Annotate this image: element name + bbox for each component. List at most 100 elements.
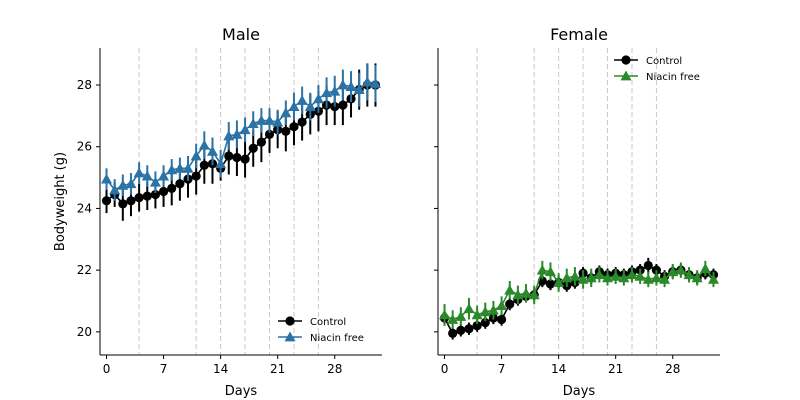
data-point — [593, 269, 605, 280]
data-point — [321, 87, 333, 98]
data-point — [150, 189, 161, 200]
data-point — [520, 287, 532, 298]
legend: Control Niacin free — [278, 316, 364, 344]
data-point — [215, 158, 227, 169]
data-point — [191, 171, 201, 181]
data-point — [455, 310, 467, 321]
data-point — [174, 162, 186, 173]
x-tick-label: 21 — [608, 362, 623, 376]
data-point — [297, 117, 307, 127]
legend-label: Niacin free — [646, 72, 700, 83]
data-point — [231, 128, 243, 139]
data-point — [496, 300, 508, 311]
male-panel: 0 7 14 21 28 20 22 24 26 28 Male Days Bodyweight (g)… — [53, 25, 382, 399]
series-niacin-free — [101, 63, 381, 201]
data-point — [117, 179, 129, 190]
data-point — [505, 299, 515, 309]
data-point — [471, 309, 483, 320]
data-point — [255, 115, 267, 125]
data-point — [439, 309, 451, 320]
data-point — [329, 85, 341, 96]
data-point — [149, 176, 161, 187]
data-point — [109, 184, 121, 195]
data-point — [683, 269, 695, 280]
data-point — [167, 183, 177, 193]
data-point — [264, 129, 275, 139]
data-point — [643, 260, 653, 271]
data-point — [528, 289, 540, 300]
data-point — [280, 107, 292, 118]
series-niacin-free — [439, 260, 719, 329]
data-point — [456, 325, 466, 335]
data-point — [650, 272, 662, 283]
data-point — [289, 122, 299, 132]
data-point — [264, 115, 276, 125]
legend-label: Niacin free — [310, 333, 364, 344]
y-tick-label: 24 — [77, 201, 92, 215]
data-point — [198, 139, 210, 150]
data-point — [536, 264, 548, 275]
data-point — [118, 199, 128, 209]
data-point — [707, 273, 719, 284]
data-point — [126, 196, 136, 206]
data-point — [304, 101, 316, 112]
data-point — [239, 124, 251, 135]
data-point — [296, 94, 308, 105]
data-point — [224, 151, 234, 161]
data-point — [312, 93, 324, 104]
data-point — [232, 152, 242, 163]
data-point — [182, 162, 194, 173]
data-point — [691, 272, 703, 283]
data-point — [602, 272, 614, 283]
data-point — [464, 324, 474, 334]
data-point — [158, 186, 169, 197]
x-axis-label: Days — [225, 384, 258, 399]
data-point — [158, 170, 170, 181]
y-tick-label: 22 — [77, 263, 92, 277]
x-tick-label: 7 — [498, 362, 506, 376]
data-point — [142, 191, 152, 201]
data-point — [553, 276, 565, 287]
data-point — [240, 154, 250, 164]
data-point — [561, 272, 573, 283]
data-point — [447, 314, 459, 324]
data-point — [199, 160, 209, 170]
series-control — [101, 63, 381, 221]
x-tick-label: 0 — [441, 362, 449, 376]
data-point — [281, 126, 291, 136]
y-axis-label: Bodyweight (g) — [53, 152, 68, 251]
data-point — [675, 264, 687, 275]
legend-marker — [620, 70, 632, 81]
data-point — [125, 178, 137, 189]
data-point — [345, 81, 357, 91]
data-point — [448, 328, 458, 339]
x-tick-label: 7 — [160, 362, 168, 376]
data-point — [626, 269, 638, 280]
y-tick-label: 26 — [77, 140, 92, 154]
data-point — [512, 289, 524, 300]
data-point — [101, 173, 113, 184]
y-tick-label: 28 — [77, 78, 92, 92]
data-point — [256, 137, 266, 147]
data-point — [472, 321, 482, 331]
data-point — [634, 270, 646, 281]
data-point — [569, 270, 581, 281]
panel-title: Male — [222, 25, 260, 44]
data-point — [223, 130, 235, 141]
legend-label: Control — [310, 317, 346, 328]
x-tick-label: 21 — [270, 362, 285, 376]
legend-label: Control — [646, 56, 682, 67]
x-axis-label: Days — [563, 384, 596, 399]
data-point — [618, 272, 630, 283]
x-tick-label: 28 — [327, 362, 342, 376]
data-point — [166, 164, 178, 175]
data-point — [101, 196, 112, 206]
data-point — [463, 303, 475, 314]
x-tick-label: 14 — [551, 362, 566, 376]
legend-marker — [285, 316, 295, 326]
data-point — [479, 306, 491, 317]
data-point — [175, 179, 185, 189]
female-panel: 0 7 14 21 28 Female Days Control Niacin free — [434, 25, 720, 399]
data-point — [699, 263, 711, 274]
data-point — [247, 118, 259, 128]
